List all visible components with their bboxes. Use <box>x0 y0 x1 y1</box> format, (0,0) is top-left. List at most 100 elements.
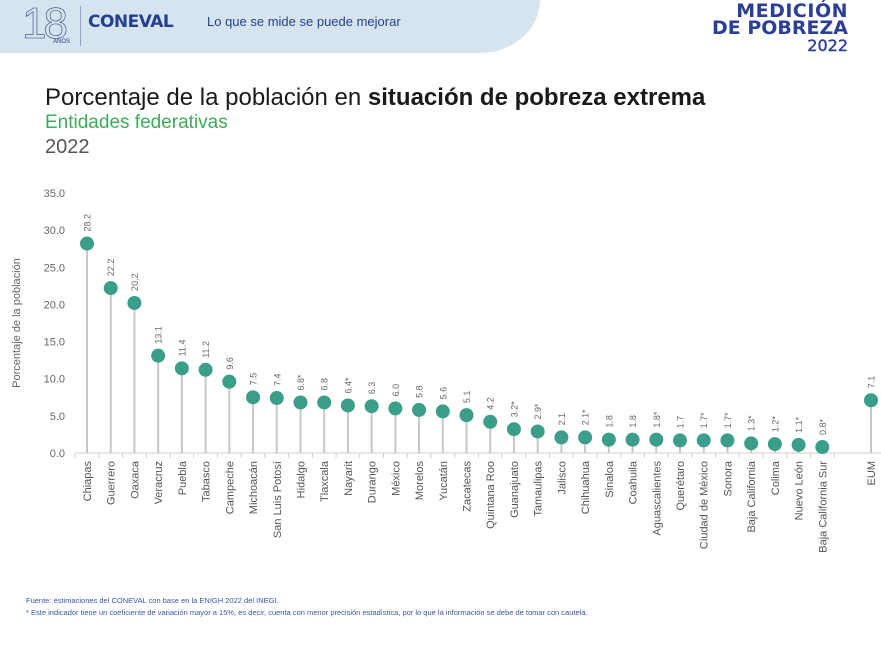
y-tick-label: 35.0 <box>44 188 65 200</box>
x-tick-label: Tabasco <box>201 461 213 502</box>
x-tick-label: San Luis Potosí <box>272 461 284 538</box>
lollipop-marker <box>744 436 759 451</box>
x-tick-label: Morelos <box>414 461 426 501</box>
x-tick-label: Hidalgo <box>295 461 307 498</box>
lollipop-marker <box>198 362 213 377</box>
badge-line2: DE POBREZA <box>711 17 848 39</box>
lollipop-marker <box>80 236 94 251</box>
chart-title-bold: situación de pobreza extrema <box>367 84 706 111</box>
data-label: 6.8* <box>296 374 306 391</box>
data-label: 5.1 <box>462 391 472 404</box>
x-tick-label: Yucatán <box>438 461 450 501</box>
lollipop-marker <box>864 393 878 408</box>
banner-background <box>0 0 540 53</box>
x-tick-label: Puebla <box>177 460 189 495</box>
lollipop-marker <box>293 395 308 410</box>
data-label: 11.4 <box>177 339 187 356</box>
badge-year: 2022 <box>807 36 848 55</box>
lollipop-chart: Porcentaje de la población 0.0 5.0 10.0 15.0… <box>11 188 881 553</box>
data-label: 20.2 <box>130 273 140 291</box>
x-tick-label: Tlaxcala <box>319 460 331 502</box>
data-label: 2.9* <box>533 403 543 420</box>
x-tick-label: Nuevo León <box>794 461 806 520</box>
data-label: 6.8 <box>320 378 330 391</box>
lollipop-marker <box>720 433 735 448</box>
lollipop-marker <box>269 391 284 406</box>
data-label: 4.2 <box>486 397 496 410</box>
data-label: 7.1 <box>867 376 877 389</box>
data-label: 7.4 <box>272 374 282 387</box>
slogan: Lo que se mide se puede mejorar <box>207 14 401 29</box>
badge-line1: MEDICIÓN <box>736 0 848 22</box>
lollipop-marker <box>530 424 545 439</box>
y-tick-label: 20.0 <box>44 299 65 311</box>
data-label: 13.1 <box>154 326 164 344</box>
data-label: 11.2 <box>201 341 211 358</box>
footnote-source: Fuente: estimaciones del CONEVAL con bas… <box>26 596 279 605</box>
x-tick-label: Oaxaca <box>129 460 141 499</box>
logo-divider <box>80 6 81 46</box>
lollipop-marker <box>578 430 593 445</box>
data-label: 1.8 <box>628 415 638 428</box>
data-label: 5.8 <box>415 385 425 398</box>
lollipop-marker <box>696 433 711 448</box>
data-label: 1.8* <box>652 411 662 428</box>
lollipop-marker <box>483 414 498 429</box>
x-tick-label: Campeche <box>224 461 236 514</box>
x-tick-label: Veracruz <box>153 461 165 504</box>
data-label: 5.6 <box>438 387 448 400</box>
data-label: 1.2* <box>770 416 780 433</box>
x-tick-label: México <box>390 461 402 496</box>
x-tick-label: Michoacán <box>248 461 260 514</box>
lollipop-marker <box>767 437 782 452</box>
coneval-logo: CONEVAL <box>88 12 174 32</box>
data-label: 1.3* <box>747 415 757 432</box>
x-tick-label: Baja California Sur <box>817 461 829 553</box>
data-label: 1.1* <box>794 416 804 433</box>
x-tick-label: Ciudad de México <box>699 461 711 549</box>
y-tick-label: 15.0 <box>44 337 65 349</box>
x-tick-label: Coahuila <box>628 460 640 504</box>
lollipop-marker <box>174 361 189 376</box>
x-tick-label: Sinaloa <box>604 460 616 498</box>
lollipop-marker <box>364 399 379 414</box>
lollipop-marker <box>791 437 806 452</box>
data-label: 6.3 <box>367 382 377 395</box>
x-tick-label: Zacatecas <box>462 461 474 512</box>
data-label: 0.8* <box>818 419 828 436</box>
anniversary-logo-sub: AÑOS <box>53 39 71 45</box>
data-label: 1.7 <box>676 416 686 429</box>
chart-subtitle: Entidades federativas <box>45 112 228 133</box>
lollipop-marker <box>340 398 355 413</box>
data-label: 7.5 <box>249 373 259 386</box>
lollipop-marker <box>388 401 403 416</box>
data-label: 3.2* <box>509 401 519 418</box>
lollipop-marker <box>673 433 687 448</box>
y-tick-label: 10.0 <box>44 374 65 386</box>
data-label: 1.7* <box>723 412 733 429</box>
lollipop-marker <box>554 430 569 445</box>
anniversary-logo: 18 <box>22 0 69 48</box>
lollipop-marker <box>601 432 616 447</box>
lollipop-marker <box>412 402 427 417</box>
lollipop-marker <box>103 281 118 296</box>
y-tick-label: 5.0 <box>50 411 65 423</box>
x-tick-label: Baja California <box>746 460 758 532</box>
x-tick-label: Durango <box>367 461 379 503</box>
x-tick-label: Sonora <box>722 460 734 496</box>
x-tick-label: Chihuahua <box>580 460 592 514</box>
lollipop-marker <box>151 348 166 363</box>
y-tick-label: 30.0 <box>44 225 65 237</box>
chart-year: 2022 <box>45 136 90 158</box>
y-tick-label: 0.0 <box>50 448 65 460</box>
x-tick-label: EUM <box>866 461 878 485</box>
x-tick-label: Querétaro <box>675 461 687 511</box>
data-label: 1.8 <box>604 415 614 428</box>
data-label: 22.2 <box>106 259 116 277</box>
data-label: 28.2 <box>83 214 93 232</box>
chart-title-prefix: Porcentaje de la población en <box>45 84 368 111</box>
lollipop-marker <box>625 432 640 447</box>
lollipop-marker <box>222 374 237 389</box>
lollipop-marker <box>435 404 450 419</box>
y-tick-label: 25.0 <box>44 262 65 274</box>
